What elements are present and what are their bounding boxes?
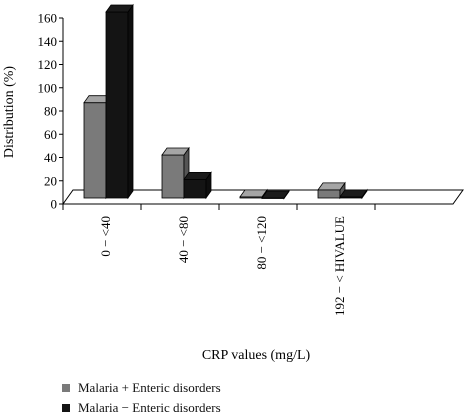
bar-side-face [127,3,134,200]
x-tick-label: 80 − <120 [254,216,269,270]
legend-label-series-2: Malaria − Enteric disorders [78,400,221,415]
bar-top-face [183,171,212,180]
y-axis-label: Distribution (%) [2,66,17,158]
legend-swatch-series-2 [62,404,70,412]
bar [105,3,134,200]
y-tick-label: 140 [38,34,58,49]
x-tick-label: 40 − <80 [176,216,191,263]
legend-item: Malaria + Enteric disorders [62,378,221,398]
bar-front-face [83,102,107,199]
y-tick-label: 20 [44,173,57,188]
bar-top-face [239,189,268,198]
bar-top-face [161,147,190,156]
y-tick-label: 40 [44,150,57,165]
bar [339,188,368,200]
bar-top-face [105,4,134,13]
bar-front-face [161,154,185,199]
bar [317,181,346,200]
bar [183,171,212,200]
y-tick-label: 100 [38,80,58,95]
bar-top-face [339,189,368,198]
bar-top-face [317,182,346,191]
bar [261,189,290,200]
x-axis: 0 − <40 40 − <80 80 − <120 192 − < HIVALUE [62,203,453,316]
bar-front-face [317,189,341,199]
legend-label-series-1: Malaria + Enteric disorders [78,380,221,395]
y-axis: 0 20 40 60 80 100 120 140 160 [38,11,64,212]
y-tick-label: 80 [44,104,57,119]
bar-top-face [261,190,290,199]
x-tick-label: 192 − < HIVALUE [332,216,347,316]
bars [83,3,368,200]
y-tick-label: 0 [51,197,58,212]
bar-front-face [183,178,207,199]
bar [239,188,268,200]
y-tick-label: 60 [44,127,57,142]
y-tick-label: 120 [38,57,58,72]
legend-item: Malaria − Enteric disorders [62,398,221,418]
legend-swatch-series-1 [62,384,70,392]
x-tick-label: 0 − <40 [98,216,113,257]
bar-front-face [105,11,129,199]
legend: Malaria + Enteric disorders Malaria − En… [62,378,221,418]
y-tick-label: 160 [38,11,58,26]
x-axis-label: CRP values (mg/L) [202,348,311,363]
